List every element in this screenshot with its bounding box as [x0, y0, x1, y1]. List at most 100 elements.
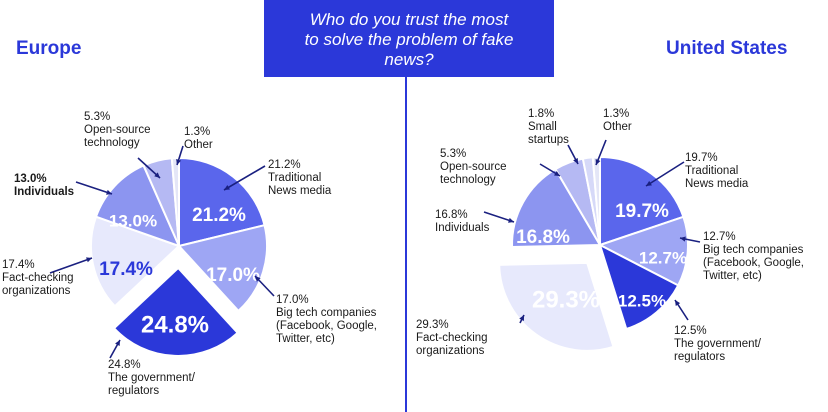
leader-arrowhead	[115, 340, 120, 346]
leader-arrowhead	[573, 158, 578, 164]
callout-line: 5.3%	[84, 111, 110, 123]
us-heading: United States	[666, 38, 788, 59]
pie-slice	[511, 167, 602, 248]
callout-line: 12.5%	[674, 325, 707, 337]
leader-arrowhead	[680, 236, 686, 242]
pie-slice	[178, 156, 266, 248]
callout-line: 29.3%	[416, 319, 449, 331]
slice-value-label: 16.8%	[516, 227, 570, 248]
callout-line: organizations	[416, 345, 485, 357]
slice-callout: 13.0% Individuals	[14, 173, 74, 198]
callout-line: (Facebook, Google,	[276, 320, 377, 332]
callout-line: 19.7%	[685, 152, 718, 164]
callout-line: Other	[184, 139, 213, 151]
slice-callout: 12.7% Big tech companies (Facebook, Google…	[703, 231, 804, 282]
callout-line: 1.3%	[184, 126, 210, 138]
leader-arrowhead	[154, 172, 160, 178]
callout-line: regulators	[674, 351, 725, 363]
title-line: to solve the problem of fake	[304, 30, 514, 49]
callout-line: Open-source	[84, 124, 150, 136]
pie-slice	[498, 261, 615, 352]
slice-callout: 1.3% Other	[603, 108, 632, 133]
leader-arrowhead	[646, 180, 652, 186]
callout-line: Open-source	[440, 161, 506, 173]
slice-callout: 17.0% Big tech companies (Facebook, Google…	[276, 294, 377, 345]
pie-slice	[177, 223, 268, 313]
callout-line: 13.0%	[14, 173, 47, 185]
leader-line	[645, 161, 685, 187]
slice-callout: 1.8% Small startups	[528, 108, 569, 146]
callout-line: Traditional	[268, 172, 321, 184]
slice-callout: 1.3% Other	[184, 126, 213, 151]
leader-arrowhead	[106, 189, 112, 195]
callout-line: 21.2%	[268, 159, 301, 171]
leader-arrowhead	[255, 276, 261, 282]
callout-line: News media	[685, 178, 749, 190]
leader-arrowhead	[508, 217, 514, 223]
europe-heading: Europe	[16, 38, 82, 59]
callout-line: 17.0%	[276, 294, 309, 306]
callout-line: Big tech companies	[703, 244, 804, 256]
leader-arrowhead	[519, 315, 524, 321]
slice-value-label: 29.3%	[532, 286, 600, 313]
leader-arrowhead	[595, 159, 601, 165]
callout-line: News media	[268, 185, 332, 197]
callout-line: technology	[84, 137, 140, 149]
slice-callout: 17.4% Fact-checking organizations	[2, 259, 74, 297]
pie-slice	[597, 215, 689, 287]
callout-line: Other	[603, 121, 632, 133]
callout-line: 1.8%	[528, 108, 554, 120]
slice-value-label: 21.2%	[192, 205, 246, 226]
pie-slice	[598, 243, 680, 331]
callout-line: Individuals	[435, 222, 490, 234]
callout-line: Individuals	[14, 186, 74, 198]
callout-line: 5.3%	[440, 148, 466, 160]
callout-line: The government/	[674, 338, 762, 350]
slice-value-label: 17.4%	[99, 259, 153, 280]
callout-line: Fact-checking	[416, 332, 488, 344]
slice-value-label: 19.7%	[615, 201, 669, 222]
slice-value-label: 12.5%	[618, 291, 666, 310]
slice-callout: 12.5% The government/regulators	[674, 325, 762, 363]
callout-line: 1.3%	[603, 108, 629, 120]
slice-value-label: 17.0%	[206, 265, 260, 286]
chart-title: Who do you trust the most to solve the p…	[264, 10, 554, 70]
slice-callout: 5.3% Open-source technology	[84, 111, 150, 149]
callout-line: organizations	[2, 285, 71, 297]
callout-line: technology	[440, 174, 496, 186]
callout-line: 24.8%	[108, 359, 141, 371]
slice-value-label: 12.7%	[639, 248, 687, 267]
callout-line: regulators	[108, 385, 159, 397]
callout-line: The government/	[108, 372, 196, 384]
leader-line	[223, 165, 266, 191]
panel-divider	[405, 77, 407, 412]
slice-callout: 16.8% Individuals	[435, 209, 490, 234]
slice-callout: 29.3% Fact-checking organizations	[416, 319, 488, 357]
callout-line: Big tech companies	[276, 307, 377, 319]
slice-value-label: 13.0%	[109, 211, 157, 230]
callout-line: (Facebook, Google,	[703, 257, 804, 269]
leader-line	[75, 181, 113, 195]
leader-arrowhead	[224, 185, 230, 190]
slice-callout: 19.7% Traditional News media	[685, 152, 749, 190]
leader-arrowhead	[554, 170, 560, 176]
callout-line: Fact-checking	[2, 272, 74, 284]
title-banner	[264, 0, 554, 77]
callout-line: Traditional	[685, 165, 738, 177]
pie-slice	[94, 164, 181, 248]
leader-line	[49, 257, 93, 274]
leader-arrowhead	[176, 159, 182, 165]
callout-line: startups	[528, 134, 569, 146]
leader-arrowhead	[675, 300, 681, 306]
callout-line: 17.4%	[2, 259, 35, 271]
leader-arrowhead	[86, 257, 92, 263]
title-line: Who do you trust the most	[309, 10, 509, 29]
callout-line: Twitter, etc)	[276, 333, 335, 345]
title-line: news?	[384, 50, 434, 69]
callout-line: Small	[528, 121, 557, 133]
pie-slice	[112, 266, 240, 357]
slice-callout: 21.2% Traditional News media	[268, 159, 332, 197]
slice-value-label: 24.8%	[141, 311, 209, 338]
